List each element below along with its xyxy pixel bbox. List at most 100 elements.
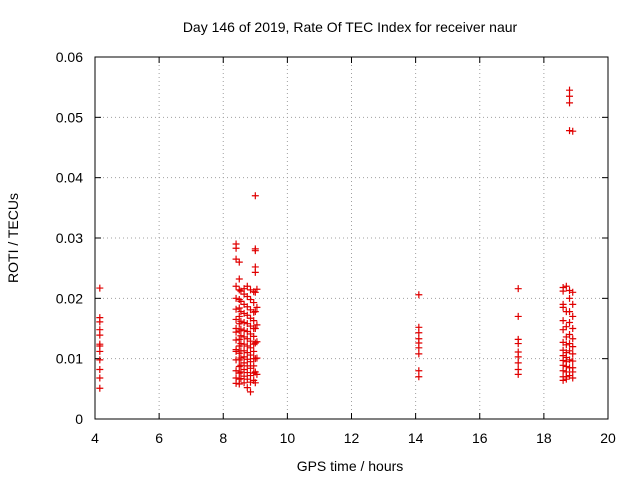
data-point — [562, 282, 570, 290]
data-point — [559, 376, 567, 384]
data-point — [566, 127, 574, 135]
data-point — [559, 326, 567, 334]
data-point — [243, 282, 251, 290]
data-point — [514, 285, 522, 293]
data-point — [235, 312, 243, 320]
data-point — [247, 344, 255, 352]
data-point — [251, 288, 259, 296]
data-point — [243, 342, 251, 350]
data-point — [566, 331, 574, 339]
data-point — [232, 328, 240, 336]
data-point — [566, 318, 574, 326]
data-point — [240, 366, 248, 374]
data-point — [566, 286, 574, 294]
data-point — [232, 305, 240, 313]
data-point — [415, 367, 423, 375]
data-point — [569, 288, 577, 296]
data-point — [96, 318, 104, 326]
data-point — [251, 325, 259, 332]
data-point — [566, 347, 574, 355]
data-point — [237, 325, 245, 333]
data-point — [247, 337, 255, 345]
data-point — [566, 294, 574, 302]
data-point — [514, 312, 522, 320]
data-point — [253, 285, 261, 293]
y-tick-labels: 0 0.01 0.02 0.03 0.04 0.05 0.06 — [56, 49, 83, 427]
x-tick-label: 18 — [536, 430, 552, 446]
data-point — [96, 284, 104, 292]
y-tick-label: 0.03 — [56, 230, 83, 246]
data-point — [232, 336, 240, 344]
x-tick-label: 4 — [91, 430, 99, 446]
data-point — [569, 350, 577, 358]
data-point — [559, 367, 567, 375]
data-point — [237, 340, 245, 348]
data-points — [96, 86, 577, 396]
data-point — [415, 329, 423, 337]
data-point — [253, 370, 261, 378]
data-point — [250, 332, 258, 340]
data-point — [237, 332, 245, 340]
data-point — [235, 296, 243, 304]
data-point — [415, 344, 423, 352]
data-point — [96, 356, 104, 364]
data-point — [562, 323, 570, 331]
data-point — [569, 368, 577, 376]
data-point — [569, 357, 577, 365]
data-point — [569, 325, 577, 332]
data-point — [566, 86, 574, 94]
data-point — [240, 340, 248, 348]
chart-title: Day 146 of 2019, Rate Of TEC Index for r… — [183, 19, 518, 35]
data-point — [253, 354, 261, 362]
data-point — [235, 369, 243, 377]
data-point — [235, 258, 243, 266]
data-point — [247, 388, 255, 396]
data-point — [415, 350, 423, 358]
y-tick-label: 0.01 — [56, 351, 83, 367]
data-point — [251, 339, 259, 347]
data-point — [232, 282, 240, 290]
data-point — [253, 338, 261, 346]
data-point — [232, 294, 240, 302]
data-point — [559, 287, 567, 295]
y-tick-label: 0 — [75, 411, 83, 427]
data-point — [559, 317, 567, 325]
data-point — [251, 355, 259, 363]
data-point — [566, 308, 574, 316]
data-point — [566, 92, 574, 100]
data-point — [253, 303, 261, 311]
data-point — [235, 380, 243, 388]
data-point — [240, 372, 248, 380]
data-point — [566, 356, 574, 364]
data-point — [247, 358, 255, 366]
data-point — [566, 340, 574, 348]
data-point — [569, 312, 577, 320]
data-point — [562, 341, 570, 349]
data-point — [251, 268, 259, 276]
data-point — [415, 373, 423, 381]
x-tick-label: 20 — [600, 430, 616, 446]
data-point — [250, 347, 258, 355]
data-point — [566, 99, 574, 107]
data-point — [562, 375, 570, 383]
x-tick-label: 14 — [408, 430, 424, 446]
data-point — [243, 303, 251, 311]
data-point — [232, 379, 240, 387]
data-point — [232, 347, 240, 355]
data-point — [240, 379, 248, 387]
data-point — [235, 335, 243, 343]
data-point — [569, 300, 577, 308]
data-point — [243, 293, 251, 301]
x-tick-label: 8 — [219, 430, 227, 446]
data-point — [235, 363, 243, 371]
data-point — [569, 335, 577, 343]
data-point — [96, 347, 104, 355]
data-point — [253, 321, 261, 329]
data-point — [514, 340, 522, 348]
data-point — [96, 331, 104, 339]
x-axis-label: GPS time / hours — [297, 458, 404, 474]
data-point — [243, 375, 251, 383]
data-point — [235, 275, 243, 283]
data-point — [243, 311, 251, 319]
